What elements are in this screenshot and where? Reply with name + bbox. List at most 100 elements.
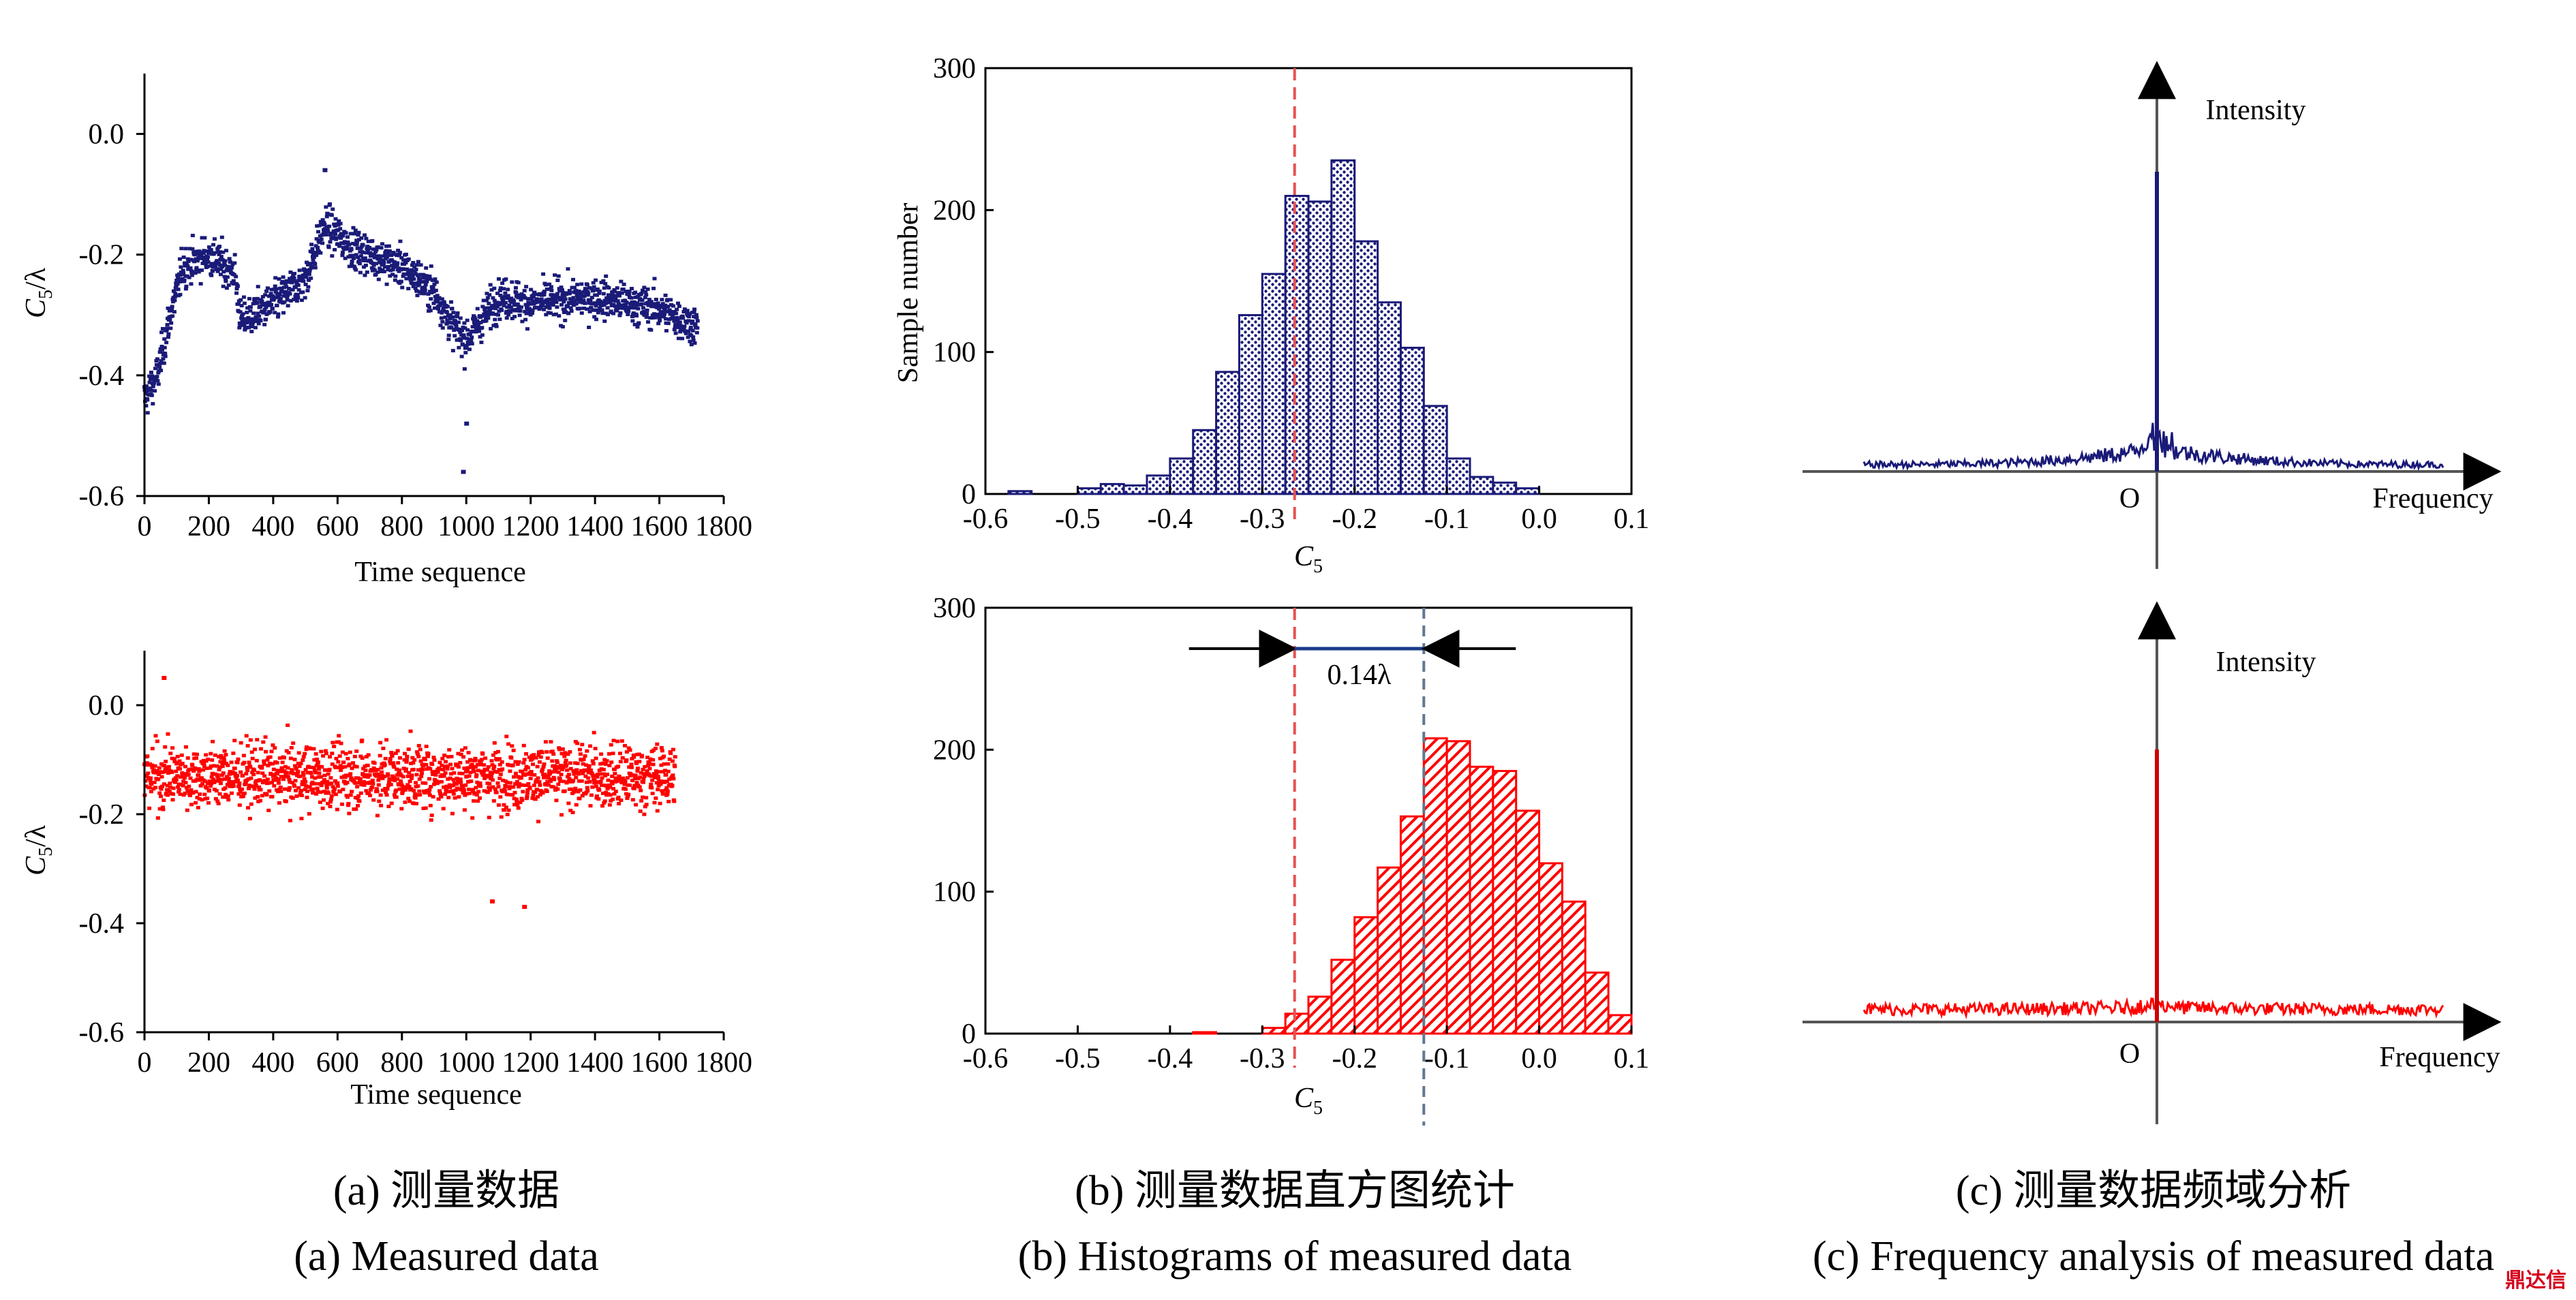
- scatter-point: [213, 753, 217, 757]
- scatter-point: [653, 775, 658, 779]
- scatter-point: [478, 335, 482, 339]
- scatter-point: [645, 769, 649, 773]
- scatter-point: [498, 286, 503, 290]
- scatter-point: [251, 311, 256, 315]
- scatter-point: [551, 752, 556, 756]
- scatter-point: [568, 761, 572, 765]
- scatter-point: [254, 316, 259, 320]
- scatter-point: [512, 803, 517, 807]
- scatter-point: [371, 766, 376, 770]
- scatter-point: [442, 309, 446, 313]
- scatter-point: [155, 357, 159, 361]
- scatter-point: [183, 791, 187, 795]
- scatter-point: [200, 781, 204, 786]
- scatter-point: [396, 249, 401, 253]
- scatter-point: [219, 756, 224, 760]
- scatter-point: [215, 267, 219, 271]
- scatter-point: [162, 361, 166, 365]
- scatter-point: [649, 316, 654, 320]
- scatter-point: [559, 303, 564, 307]
- scatter-point: [515, 780, 519, 784]
- scatter-point: [283, 764, 288, 769]
- scatter-point: [162, 764, 167, 768]
- scatter-point: [299, 298, 304, 303]
- scatter-point: [330, 762, 335, 767]
- scatter-point: [462, 767, 467, 771]
- scatter-point: [144, 773, 149, 777]
- scatter-point: [495, 313, 500, 317]
- y-axis-label: C5/λ: [20, 824, 57, 876]
- scatter-point: [232, 261, 237, 265]
- scatter-point: [516, 806, 521, 810]
- scatter-point: [594, 318, 598, 322]
- scatter-point: [601, 772, 606, 776]
- scatter-point: [664, 779, 669, 784]
- scatter-point: [645, 287, 650, 291]
- scatter-point: [465, 769, 470, 773]
- scatter-point: [215, 773, 220, 777]
- scatter-point: [280, 760, 285, 764]
- scatter-point: [623, 303, 628, 307]
- scatter-point: [691, 335, 696, 339]
- scatter-point: [538, 792, 542, 796]
- scatter-point: [461, 469, 466, 474]
- scatter-point: [490, 778, 495, 782]
- scatter-point: [445, 767, 450, 771]
- scatter-point: [410, 773, 414, 777]
- scatter-point: [556, 782, 561, 786]
- scatter-point: [175, 282, 180, 286]
- scatter-point: [629, 765, 634, 769]
- scatter-point: [616, 795, 621, 799]
- x-tick-label: 0: [138, 1047, 152, 1079]
- scatter-point: [247, 326, 251, 330]
- scatter-point: [175, 774, 180, 778]
- scatter-point: [456, 765, 461, 769]
- scatter-point: [428, 767, 433, 771]
- scatter-point: [153, 764, 157, 768]
- scatter-point: [447, 320, 452, 324]
- scatter-point: [630, 300, 634, 304]
- scatter-point: [638, 809, 643, 814]
- scatter-point: [296, 283, 301, 288]
- scatter-point: [220, 258, 225, 262]
- scatter-point: [299, 793, 304, 797]
- scatter-point: [600, 311, 605, 315]
- x-tick-label: -0.5: [1055, 504, 1101, 535]
- scatter-point: [164, 341, 169, 345]
- x-tick-label: 0.0: [1521, 504, 1557, 535]
- scatter-point: [346, 240, 350, 244]
- scatter-point: [554, 300, 559, 304]
- scatter-point: [550, 759, 555, 763]
- scatter-point: [364, 236, 369, 241]
- scatter-point: [597, 788, 602, 792]
- scatter-point: [170, 746, 175, 750]
- scatter-point: [535, 764, 540, 769]
- scatter-point: [581, 758, 586, 762]
- scatter-point: [438, 789, 442, 793]
- scatter-point: [163, 354, 168, 358]
- scatter-point: [608, 300, 613, 304]
- scatter-point: [147, 374, 152, 378]
- scatter-point: [168, 326, 173, 330]
- scatter-point: [667, 308, 672, 312]
- scatter-point: [634, 303, 639, 307]
- scatter-point: [153, 367, 158, 371]
- scatter-point: [303, 779, 308, 784]
- scatter-point: [673, 325, 677, 329]
- scatter-point: [614, 294, 619, 298]
- scatter-point: [402, 267, 407, 271]
- scatter-point: [609, 309, 613, 313]
- caption-c-en: (c) Frequency analysis of measured data: [1812, 1233, 2495, 1280]
- scatter-point: [245, 766, 249, 770]
- scatter-point: [530, 773, 534, 777]
- histogram-bar: [1469, 765, 1494, 1035]
- scatter-point: [379, 803, 384, 807]
- scatter-point: [194, 266, 199, 270]
- histogram-bar: [1422, 405, 1448, 495]
- scatter-point: [520, 320, 525, 324]
- scatter-point: [623, 298, 628, 303]
- scatter-point: [421, 273, 426, 277]
- scatter-point: [341, 788, 346, 792]
- scatter-point: [671, 316, 676, 320]
- scatter-point: [497, 757, 502, 761]
